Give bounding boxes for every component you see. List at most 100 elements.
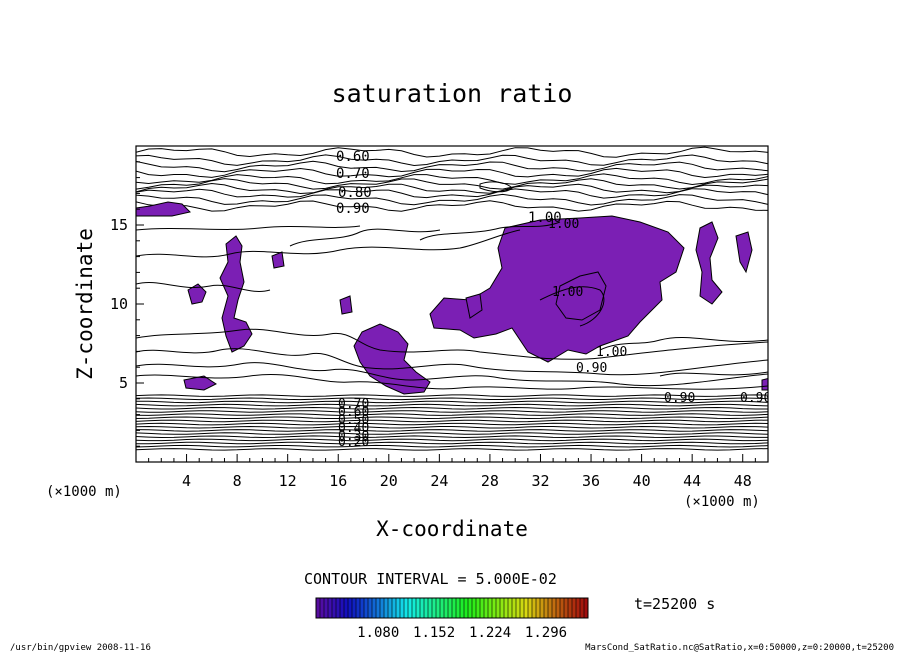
- colorbar-cell: [556, 598, 561, 618]
- contour-line: [136, 400, 768, 404]
- colorbar-cell: [396, 598, 401, 618]
- x-axis-title: X-coordinate: [376, 517, 528, 541]
- lower-contour-labels: 0.70 0.60 0.50 0.40 0.30 0.20: [338, 397, 369, 450]
- shaded-region-center: [353, 323, 431, 395]
- shaded-region-small-2: [339, 295, 353, 315]
- colorbar-cell: [516, 598, 521, 618]
- colorbar-cell: [476, 598, 481, 618]
- colorbar-cell: [552, 598, 557, 618]
- contour-line: [136, 403, 768, 407]
- colorbar-cell: [320, 598, 325, 618]
- contour-line: [136, 429, 768, 432]
- svg-text:1.00: 1.00: [596, 345, 627, 360]
- contour-line: [136, 448, 768, 451]
- contour-line: [136, 422, 768, 426]
- contour-line: [136, 441, 768, 445]
- x-tick-label: 8: [233, 472, 242, 490]
- colorbar-cell: [576, 598, 581, 618]
- contour-line: [136, 410, 768, 413]
- contour-label: 0.90: [336, 201, 370, 217]
- footer-left: /usr/bin/gpview 2008-11-16: [10, 643, 151, 653]
- contour-interval-note: CONTOUR INTERVAL = 5.000E-02: [304, 570, 557, 588]
- x-axis: 4 8 12 16 20 24 28 32 36 40 44 48: [148, 454, 756, 490]
- contour-line: [136, 397, 768, 401]
- colorbar-cell: [328, 598, 333, 618]
- colorbar-cell: [384, 598, 389, 618]
- shaded-region-small-1: [271, 251, 285, 269]
- mid-level-contour-labels: 1.00 1.00 1.00 0.90 0.90 0.90: [548, 217, 768, 406]
- svg-text:1.00: 1.00: [552, 285, 583, 300]
- contour-label: 0.60: [336, 149, 370, 165]
- x-tick-label: 44: [683, 472, 701, 490]
- shaded-region-top-left: [136, 201, 191, 217]
- colorbar-cell: [492, 598, 497, 618]
- colorbar-cell: [500, 598, 505, 618]
- contour-line: [136, 160, 768, 173]
- colorbar-cell: [368, 598, 373, 618]
- colorbar-cell: [548, 598, 553, 618]
- colorbar-cell: [504, 598, 509, 618]
- colorbar-cell: [520, 598, 525, 618]
- upper-contour-bands: [136, 146, 768, 212]
- svg-text:0.90: 0.90: [576, 361, 607, 376]
- x-tick-label: 40: [633, 472, 651, 490]
- colorbar-cell: [416, 598, 421, 618]
- colorbar-tick-label: 1.080: [357, 625, 399, 641]
- contour-line: [136, 432, 768, 435]
- y-tick-label: 10: [110, 295, 128, 313]
- colorbar-cell: [380, 598, 385, 618]
- chart-title: saturation ratio: [332, 79, 573, 108]
- colorbar-cell: [532, 598, 537, 618]
- x-tick-label: 16: [329, 472, 347, 490]
- colorbar-cell: [436, 598, 441, 618]
- contour-line: [136, 188, 768, 199]
- contour-line: [136, 416, 768, 420]
- x-tick-label: 28: [481, 472, 499, 490]
- y-axis: 5 10 15: [110, 161, 144, 447]
- lower-contour-bands: [136, 394, 768, 451]
- colorbar-cell: [472, 598, 477, 618]
- contour-line: [136, 154, 768, 167]
- colorbar-cell: [372, 598, 377, 618]
- x-tick-label: 36: [582, 472, 600, 490]
- svg-text:0.90: 0.90: [664, 391, 695, 406]
- contour-line: [136, 419, 768, 423]
- colorbar-cell: [512, 598, 517, 618]
- colorbar-cell: [316, 598, 321, 618]
- contour-line: [136, 435, 768, 439]
- x-axis-unit: (×1000 m): [684, 494, 760, 510]
- shaded-region-right-edge: [735, 231, 753, 274]
- colorbar: 1.080 1.152 1.224 1.296: [315, 597, 589, 641]
- colorbar-cell: [356, 598, 361, 618]
- contour-line: [136, 425, 768, 429]
- colorbar-cells: [315, 598, 589, 618]
- time-label: t=25200 s: [634, 595, 715, 613]
- contour-line: [136, 200, 768, 212]
- colorbar-frame: [315, 597, 589, 619]
- contour-line: [136, 413, 768, 416]
- colorbar-cell: [480, 598, 485, 618]
- contour-line: [136, 193, 768, 206]
- colorbar-cell: [568, 598, 573, 618]
- colorbar-cell: [544, 598, 549, 618]
- x-tick-label: 12: [279, 472, 297, 490]
- x-tick-label: 32: [531, 472, 549, 490]
- colorbar-cell: [496, 598, 501, 618]
- colorbar-cell: [448, 598, 453, 618]
- colorbar-cell: [412, 598, 417, 618]
- colorbar-cell: [392, 598, 397, 618]
- colorbar-cell: [348, 598, 353, 618]
- contour-line: [136, 182, 768, 195]
- x-tick-label: 20: [380, 472, 398, 490]
- colorbar-cell: [444, 598, 449, 618]
- shaded-region-left-cluster: [219, 235, 253, 353]
- contour-line: [136, 394, 768, 397]
- supersaturation-regions: [136, 201, 768, 395]
- shaded-region-large-right: [429, 215, 685, 363]
- y-tick-label: 15: [110, 216, 128, 234]
- colorbar-cell: [340, 598, 345, 618]
- colorbar-cell: [332, 598, 337, 618]
- colorbar-cell: [376, 598, 381, 618]
- upper-contour-labels: 0.60 0.70 0.80 0.90 1.00: [336, 149, 562, 226]
